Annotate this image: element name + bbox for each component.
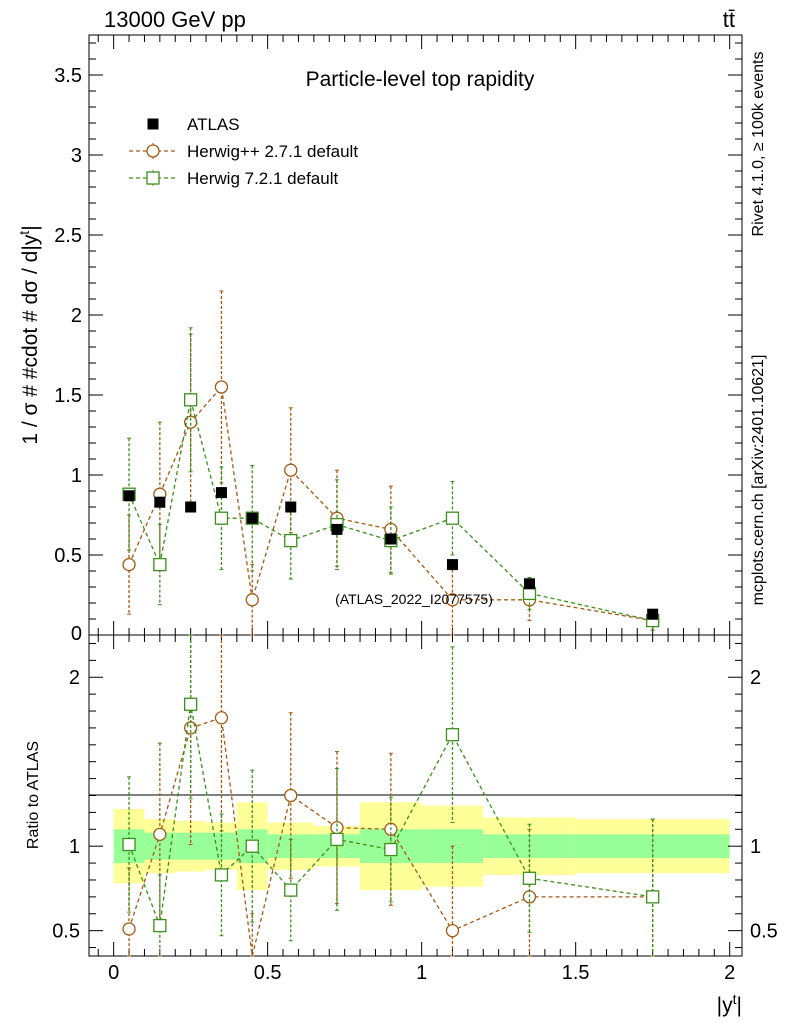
legend: ATLAS Herwig++ 2.7.1 default Herwig 7.2.1 … (129, 115, 358, 188)
herwig-7-2-1-default-ratio-point (522, 871, 537, 885)
y-tick-label: 2 (71, 305, 82, 327)
legend-marker (147, 118, 159, 130)
atlas-point (123, 490, 135, 502)
herwig-7-2-1-default-point (153, 557, 167, 572)
herwig-2-7-1-default-point (122, 557, 136, 572)
atlas-point (523, 578, 535, 590)
y-tick-label: 1.5 (54, 385, 82, 407)
chart-title: Particle-level top rapidity (306, 68, 535, 91)
ratio-tick-label-right: 2 (750, 667, 761, 689)
herwig-2-7-1-default-ratio-point (330, 820, 344, 835)
herwig-7-2-1-default-ratio-point (284, 883, 298, 897)
ratio-series (122, 634, 660, 957)
atlas-point (385, 533, 397, 545)
ratio-tick-label-right: 0.5 (750, 921, 778, 943)
herwig-7-2-1-default-ratio-point (153, 918, 167, 933)
x-tick-label: 1.5 (562, 962, 590, 984)
axes: 0 0.5 1 1.5 2 0.5 1 1.5 2 2.5 3 3.5 0 0.5 0.5 1 1 2 2 (52, 35, 778, 984)
herwig-7-2-1-default-point (214, 511, 229, 525)
y-tick-label: 2.5 (54, 225, 82, 247)
y-tick-label: 1 (71, 465, 82, 487)
ratio-axis-label: Ratio to ATLAS (25, 741, 42, 849)
herwig-7-2-1-default-ratio-point (445, 728, 460, 742)
herwig-2-7-1-default-point (445, 593, 460, 607)
herwig-2-7-1-default-ratio-point (153, 827, 167, 842)
main-series (122, 290, 660, 636)
ratio-tick-label: 1 (69, 836, 80, 858)
herwig-2-7-1-default-ratio-point (122, 922, 136, 936)
atlas-point (246, 512, 258, 524)
x-axis-label: |yt| (717, 991, 742, 1017)
herwig-7-2-1-default-line (128, 399, 653, 622)
legend-marker (146, 171, 160, 185)
rivet-label: Rivet 4.1.0, ≥ 100k events (750, 52, 767, 237)
atlas-point (154, 496, 166, 508)
x-tick-label: 2 (724, 962, 735, 984)
herwig-7-2-1-default-ratio-point (183, 697, 198, 711)
y-tick-label: 3 (71, 145, 82, 167)
herwig-7-2-1-default-ratio-point (384, 842, 398, 857)
y-tick-label-zero: 0 (71, 623, 82, 645)
process-label: tt̄ (723, 7, 735, 32)
atlas-point (285, 501, 297, 513)
chart-watermark: (ATLAS_2022_I2077575) (335, 591, 493, 607)
herwig-7-2-1-default-ratio-point (330, 832, 344, 847)
ratio-tick-label: 2 (69, 667, 80, 689)
herwig-2-7-1-default-ratio-point (214, 711, 229, 725)
atlas-point (331, 523, 343, 535)
herwig-2-7-1-default-ratio-point (284, 788, 298, 803)
x-tick-label: 1 (416, 962, 427, 984)
atlas-point (446, 559, 458, 571)
legend-label: Herwig 7.2.1 default (187, 169, 338, 188)
ratio-bands (113, 802, 730, 891)
legend-label: ATLAS (187, 115, 240, 134)
legend-marker (146, 144, 160, 158)
atlas-point (647, 608, 659, 620)
herwig-7-2-1-default-ratio-point (646, 890, 660, 904)
ratio-tick-label-right: 1 (750, 836, 761, 858)
herwig-7-2-1-default-ratio-point (122, 837, 136, 852)
y-axis-label: 1 / σ # #cdot # dσ / d|yt| (16, 225, 42, 444)
y-tick-label: 3.5 (54, 65, 82, 87)
mcplots-label: mcplots.cern.ch [arXiv:2401.10621] (750, 355, 767, 606)
herwig-7-2-1-default-point (284, 533, 298, 548)
herwig-7-2-1-default-ratio-point (214, 868, 229, 882)
x-tick-label: 0.5 (254, 962, 282, 984)
herwig-7-2-1-default-point (445, 511, 460, 525)
herwig-7-2-1-default-point (183, 393, 198, 407)
legend-label: Herwig++ 2.7.1 default (187, 142, 358, 161)
herwig-2-7-1-default-point (284, 463, 298, 477)
x-tick-label: 0 (108, 962, 119, 984)
herwig-2-7-1-default-point (214, 380, 229, 394)
y-tick-label: 0.5 (54, 545, 82, 567)
atlas-point (185, 501, 197, 513)
herwig-7-2-1-default-ratio-point (245, 839, 259, 853)
ratio-tick-label: 0.5 (52, 921, 80, 943)
herwig-2-7-1-default-point (245, 593, 259, 607)
atlas-point (215, 487, 227, 499)
herwig-2-7-1-default-ratio-point (445, 924, 460, 938)
energy-label: 13000 GeV pp (104, 7, 246, 32)
herwig-2-7-1-default-line (128, 385, 653, 622)
